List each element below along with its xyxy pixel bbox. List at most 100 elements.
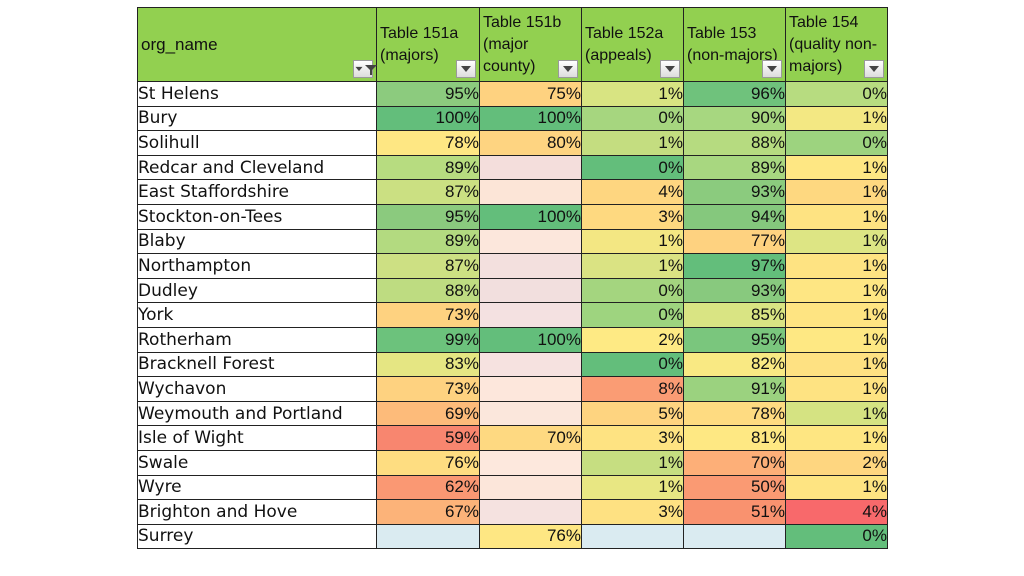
percent-cell[interactable]: 93% (683, 277, 786, 304)
percent-cell[interactable]: 1% (785, 376, 888, 402)
percent-cell[interactable]: 2% (581, 326, 684, 353)
percent-cell[interactable]: 99% (376, 326, 480, 353)
percent-cell[interactable] (479, 499, 582, 525)
org-name-cell[interactable]: Rotherham (137, 326, 377, 353)
percent-cell[interactable]: 2% (785, 449, 888, 476)
percent-cell[interactable]: 1% (581, 130, 684, 156)
percent-cell[interactable]: 70% (683, 449, 786, 476)
percent-cell[interactable]: 4% (785, 499, 888, 525)
percent-cell[interactable]: 80% (479, 130, 582, 156)
percent-cell[interactable]: 73% (376, 302, 480, 328)
filter-dropdown-button[interactable] (456, 60, 476, 78)
percent-cell[interactable]: 87% (376, 253, 480, 279)
percent-cell[interactable]: 1% (785, 474, 888, 501)
percent-cell[interactable] (479, 154, 582, 181)
org-name-cell[interactable]: York (137, 302, 377, 328)
percent-cell[interactable]: 69% (376, 400, 480, 427)
percent-cell[interactable] (479, 400, 582, 427)
percent-cell[interactable]: 82% (683, 351, 786, 378)
percent-cell[interactable]: 76% (376, 449, 480, 476)
percent-cell[interactable]: 100% (479, 203, 582, 230)
org-name-cell[interactable]: St Helens (137, 81, 377, 107)
percent-cell[interactable] (479, 474, 582, 501)
percent-cell[interactable]: 51% (683, 499, 786, 525)
percent-cell[interactable] (479, 228, 582, 255)
org-name-cell[interactable]: Stockton-on-Tees (137, 203, 377, 230)
percent-cell[interactable]: 1% (785, 400, 888, 427)
percent-cell[interactable]: 83% (376, 351, 480, 378)
percent-cell[interactable]: 1% (785, 302, 888, 328)
percent-cell[interactable]: 0% (581, 154, 684, 181)
percent-cell[interactable] (479, 449, 582, 476)
percent-cell[interactable]: 1% (785, 253, 888, 279)
percent-cell[interactable]: 93% (683, 179, 786, 205)
filter-dropdown-button[interactable] (660, 60, 680, 78)
percent-cell[interactable]: 0% (581, 277, 684, 304)
percent-cell[interactable]: 8% (581, 376, 684, 402)
org-name-cell[interactable]: Blaby (137, 228, 377, 255)
org-name-cell[interactable]: Wyre (137, 474, 377, 501)
percent-cell[interactable]: 50% (683, 474, 786, 501)
percent-cell[interactable]: 1% (581, 474, 684, 501)
percent-cell[interactable]: 1% (785, 203, 888, 230)
percent-cell[interactable]: 78% (376, 130, 480, 156)
percent-cell[interactable]: 5% (581, 400, 684, 427)
percent-cell[interactable]: 1% (785, 351, 888, 378)
percent-cell[interactable] (479, 351, 582, 378)
percent-cell[interactable]: 78% (683, 400, 786, 427)
percent-cell[interactable]: 3% (581, 203, 684, 230)
percent-cell[interactable] (376, 523, 480, 550)
org-name-cell[interactable]: Redcar and Cleveland (137, 154, 377, 181)
percent-cell[interactable]: 59% (376, 425, 480, 451)
org-name-cell[interactable]: Swale (137, 449, 377, 476)
percent-cell[interactable]: 95% (376, 81, 480, 107)
percent-cell[interactable]: 0% (785, 523, 888, 550)
org-name-cell[interactable]: Weymouth and Portland (137, 400, 377, 427)
percent-cell[interactable]: 1% (581, 81, 684, 107)
percent-cell[interactable]: 81% (683, 425, 786, 451)
percent-cell[interactable]: 1% (785, 154, 888, 181)
org-name-cell[interactable]: Bury (137, 105, 377, 132)
org-name-cell[interactable]: Isle of Wight (137, 425, 377, 451)
percent-cell[interactable]: 76% (479, 523, 582, 550)
percent-cell[interactable]: 77% (683, 228, 786, 255)
percent-cell[interactable]: 97% (683, 253, 786, 279)
percent-cell[interactable]: 67% (376, 499, 480, 525)
percent-cell[interactable]: 3% (581, 425, 684, 451)
percent-cell[interactable]: 70% (479, 425, 582, 451)
percent-cell[interactable]: 90% (683, 105, 786, 132)
percent-cell[interactable]: 88% (376, 277, 480, 304)
org-name-cell[interactable]: Dudley (137, 277, 377, 304)
percent-cell[interactable]: 1% (785, 105, 888, 132)
percent-cell[interactable]: 1% (581, 228, 684, 255)
percent-cell[interactable]: 1% (785, 425, 888, 451)
percent-cell[interactable] (683, 523, 786, 550)
percent-cell[interactable]: 88% (683, 130, 786, 156)
percent-cell[interactable]: 0% (581, 302, 684, 328)
percent-cell[interactable]: 89% (376, 154, 480, 181)
percent-cell[interactable]: 100% (376, 105, 480, 132)
percent-cell[interactable]: 0% (785, 130, 888, 156)
percent-cell[interactable]: 85% (683, 302, 786, 328)
org-name-cell[interactable]: Bracknell Forest (137, 351, 377, 378)
percent-cell[interactable]: 1% (581, 449, 684, 476)
percent-cell[interactable]: 0% (581, 351, 684, 378)
filter-dropdown-button[interactable] (353, 60, 377, 78)
percent-cell[interactable]: 100% (479, 105, 582, 132)
org-name-cell[interactable]: Northampton (137, 253, 377, 279)
percent-cell[interactable]: 100% (479, 326, 582, 353)
percent-cell[interactable]: 96% (683, 81, 786, 107)
org-name-cell[interactable]: Wychavon (137, 376, 377, 402)
filter-dropdown-button[interactable] (762, 60, 782, 78)
org-name-cell[interactable]: Surrey (137, 523, 377, 550)
percent-cell[interactable]: 62% (376, 474, 480, 501)
percent-cell[interactable]: 75% (479, 81, 582, 107)
filter-dropdown-button[interactable] (864, 60, 884, 78)
percent-cell[interactable] (581, 523, 684, 550)
percent-cell[interactable]: 0% (581, 105, 684, 132)
percent-cell[interactable]: 4% (581, 179, 684, 205)
percent-cell[interactable]: 0% (785, 81, 888, 107)
percent-cell[interactable] (479, 179, 582, 205)
org-name-cell[interactable]: East Staffordshire (137, 179, 377, 205)
percent-cell[interactable] (479, 302, 582, 328)
